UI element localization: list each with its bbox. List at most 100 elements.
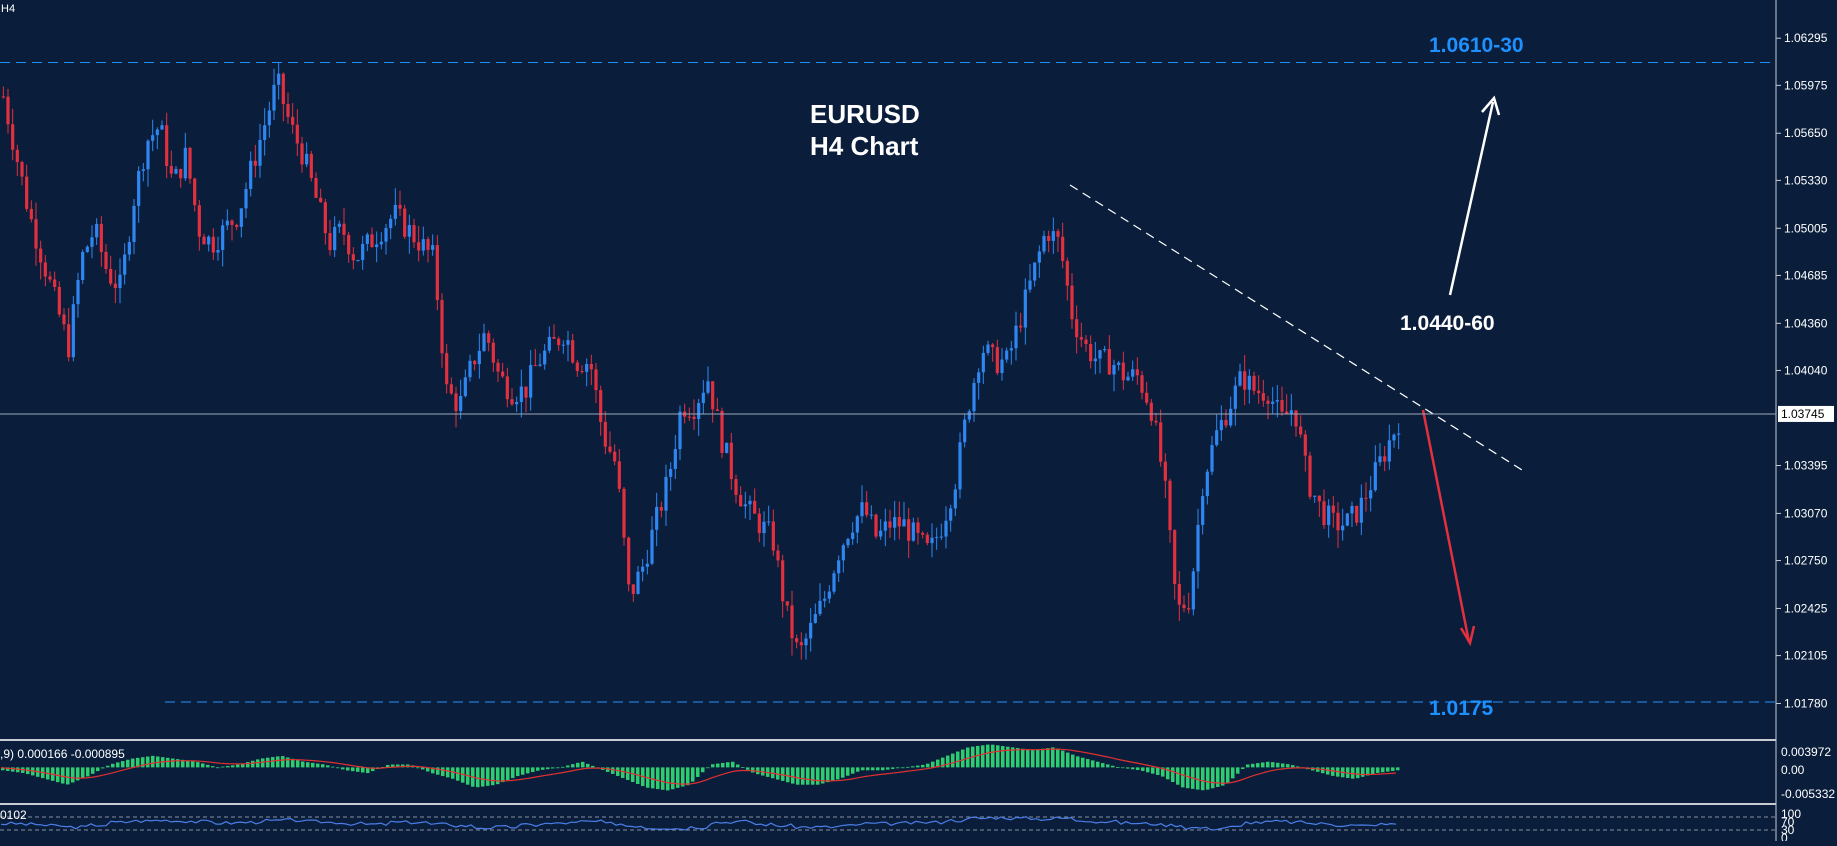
candle-body bbox=[1005, 350, 1009, 360]
candle-body bbox=[697, 403, 701, 419]
price-tick-label: 1.03395 bbox=[1784, 459, 1828, 473]
candle-body bbox=[1201, 496, 1205, 525]
candle-body bbox=[739, 495, 743, 507]
candle-body bbox=[1205, 471, 1209, 497]
candle-body bbox=[1191, 571, 1195, 610]
candle-body bbox=[314, 178, 318, 198]
macd-bar bbox=[1106, 764, 1110, 768]
macd-tick-zero: 0.00 bbox=[1781, 763, 1805, 777]
current-price-box bbox=[1778, 405, 1834, 422]
candle-body bbox=[57, 287, 61, 315]
candle-body bbox=[1177, 584, 1181, 605]
candle-body bbox=[799, 642, 803, 646]
macd-bar bbox=[1271, 762, 1275, 768]
candle-body bbox=[907, 519, 911, 541]
price-tick-label: 1.04685 bbox=[1784, 268, 1828, 282]
candle-body bbox=[1051, 231, 1055, 241]
candle-body bbox=[561, 344, 565, 346]
candle-body bbox=[160, 125, 164, 130]
candle-body bbox=[15, 149, 19, 163]
macd-bar bbox=[1081, 757, 1085, 768]
candle-body bbox=[734, 479, 738, 496]
candle-body bbox=[916, 522, 920, 533]
candle-body bbox=[71, 304, 75, 358]
candle-body bbox=[375, 244, 379, 248]
macd-bar bbox=[551, 767, 555, 769]
macd-bar bbox=[856, 767, 860, 772]
candle-body bbox=[249, 160, 253, 189]
macd-bar bbox=[71, 767, 75, 783]
candle-body bbox=[491, 342, 495, 363]
candle-body bbox=[309, 153, 313, 179]
macd-bar bbox=[1396, 767, 1400, 771]
candle-body bbox=[1187, 608, 1191, 610]
candle-body bbox=[1331, 505, 1335, 513]
macd-bar bbox=[1211, 767, 1215, 789]
candle-body bbox=[776, 550, 780, 561]
macd-bar bbox=[191, 761, 195, 768]
macd-bar bbox=[451, 767, 455, 779]
candle-body bbox=[1322, 501, 1326, 526]
macd-bar bbox=[726, 762, 730, 768]
macd-bar bbox=[311, 762, 315, 768]
candle-body bbox=[463, 377, 467, 396]
candle-body bbox=[785, 601, 789, 606]
candle-body bbox=[720, 410, 724, 453]
candle-body bbox=[655, 506, 659, 530]
macd-bar bbox=[916, 765, 920, 768]
macd-bar bbox=[321, 764, 325, 768]
candle-body bbox=[599, 390, 603, 422]
macd-bar bbox=[1096, 761, 1100, 768]
macd-bar bbox=[556, 767, 560, 769]
macd-bar bbox=[446, 767, 450, 778]
candle-body bbox=[496, 362, 500, 372]
candle-body bbox=[1112, 364, 1116, 375]
macd-bar bbox=[1001, 746, 1005, 768]
macd-bar bbox=[251, 760, 255, 768]
candle-body bbox=[281, 73, 285, 105]
candle-body bbox=[258, 139, 262, 166]
macd-bar bbox=[1086, 759, 1090, 768]
macd-bar bbox=[846, 767, 850, 776]
candle-body bbox=[589, 363, 593, 370]
candle-body bbox=[575, 362, 579, 372]
candle-body bbox=[39, 248, 43, 263]
macd-bar bbox=[296, 760, 300, 768]
macd-bar bbox=[1196, 767, 1200, 790]
macd-bar bbox=[1056, 748, 1060, 768]
candle-body bbox=[165, 125, 169, 166]
macd-bar bbox=[1316, 767, 1320, 772]
macd-bar bbox=[986, 744, 990, 768]
macd-bar bbox=[906, 766, 910, 768]
candle-body bbox=[407, 225, 411, 237]
candle-body bbox=[617, 461, 621, 489]
candle-body bbox=[743, 504, 747, 507]
macd-bar bbox=[886, 767, 890, 770]
macd-bar bbox=[1391, 767, 1395, 771]
candle-body bbox=[827, 591, 831, 599]
macd-bar bbox=[371, 767, 375, 772]
candle-body bbox=[412, 225, 416, 243]
candle-body bbox=[151, 135, 155, 141]
candle-body bbox=[1313, 495, 1317, 497]
candle-body bbox=[771, 521, 775, 551]
macd-bar bbox=[786, 767, 790, 783]
macd-bar bbox=[1131, 767, 1135, 770]
candle-body bbox=[137, 170, 141, 206]
macd-bar bbox=[676, 767, 680, 788]
macd-bar bbox=[1276, 762, 1280, 768]
candle-body bbox=[1023, 289, 1027, 328]
macd-bar bbox=[1266, 761, 1270, 768]
candle-body bbox=[641, 566, 645, 572]
macd-bar bbox=[171, 758, 175, 768]
macd-bar bbox=[996, 745, 1000, 768]
candle-body bbox=[29, 208, 33, 220]
candle-body bbox=[239, 208, 243, 227]
candle-body bbox=[1359, 497, 1363, 523]
candle-body bbox=[1247, 375, 1251, 390]
macd-bar bbox=[921, 764, 925, 768]
candle-body bbox=[501, 371, 505, 377]
macd-bar bbox=[1241, 767, 1245, 769]
macd-bar bbox=[871, 767, 875, 771]
candle-body bbox=[841, 545, 845, 561]
